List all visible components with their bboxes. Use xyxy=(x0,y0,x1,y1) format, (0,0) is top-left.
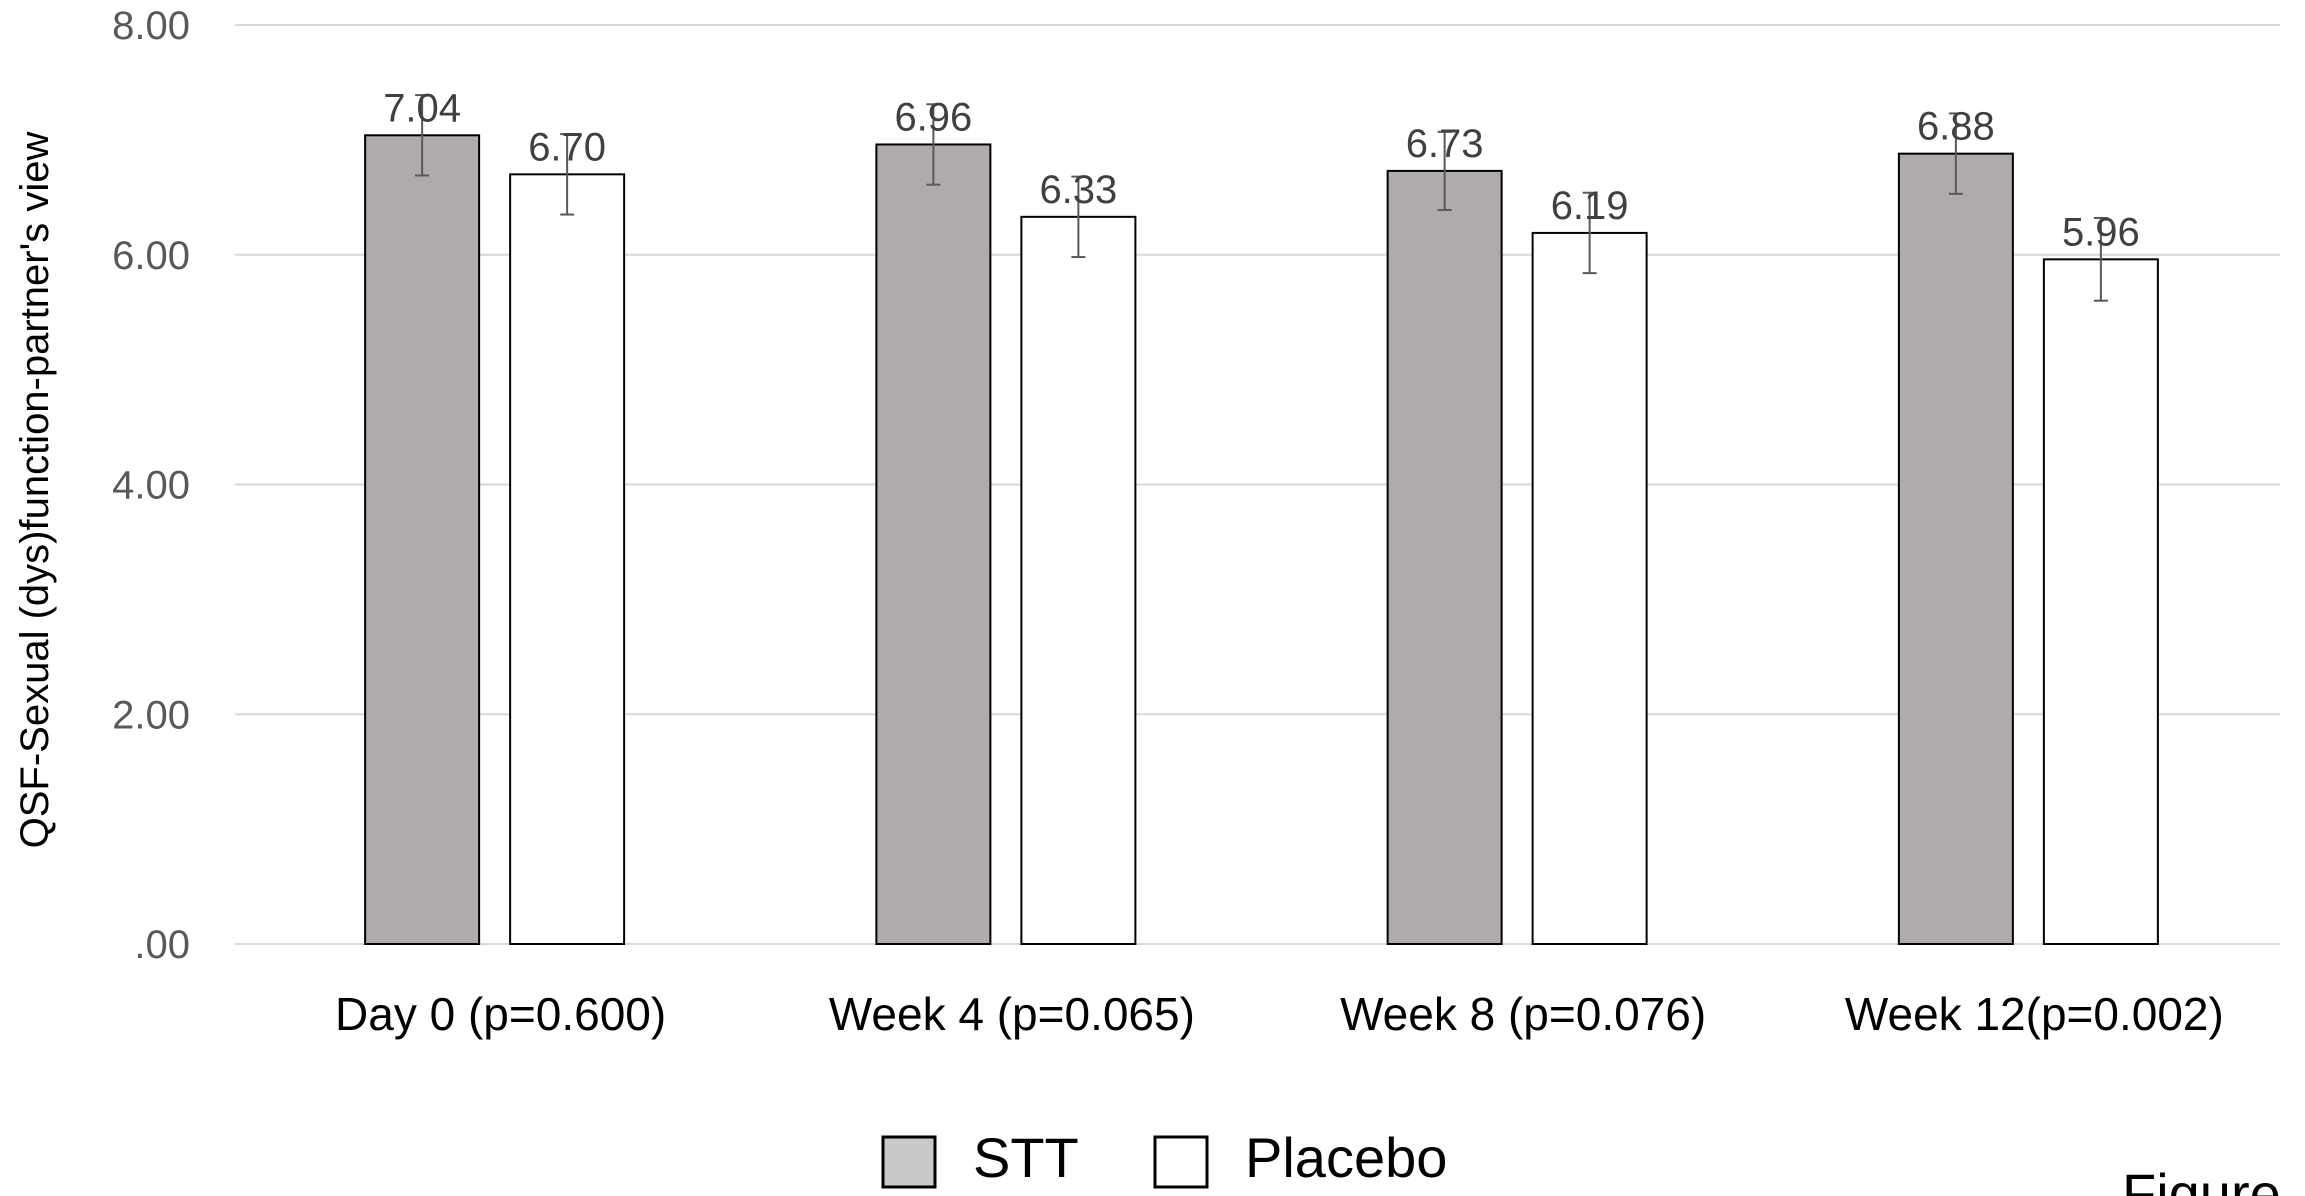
data-label: 7.04 xyxy=(383,86,461,130)
data-label: 6.19 xyxy=(1551,184,1629,228)
y-axis-title: QSF-Sexual (dys)function-partner's view xyxy=(13,132,57,849)
bar-placebo-3 xyxy=(2044,259,2158,944)
legend-swatch-stt xyxy=(883,1137,935,1187)
legend-label-stt: STT xyxy=(973,1126,1079,1189)
corner-text: Figure xyxy=(2122,1162,2281,1196)
x-tick-label: Week 4 (p=0.065) xyxy=(829,988,1195,1040)
y-tick-label: 6.00 xyxy=(112,234,190,278)
bar-placebo-2 xyxy=(1533,233,1647,944)
bar-placebo-0 xyxy=(510,174,624,944)
y-tick-label: .00 xyxy=(134,923,190,967)
value-labels: 7.04 6.70 6.96 6.33 6.73 6.19 6.88 5.96 xyxy=(383,86,2140,254)
y-axis-tick-labels: .00 2.00 4.00 6.00 8.00 xyxy=(112,4,190,967)
data-label: 6.73 xyxy=(1406,122,1484,166)
data-label: 6.88 xyxy=(1917,105,1995,149)
legend-label-placebo: Placebo xyxy=(1245,1126,1447,1189)
bar-stt-1 xyxy=(876,144,990,944)
bar-stt-0 xyxy=(365,135,479,944)
x-axis-category-labels: Day 0 (p=0.600) Week 4 (p=0.065) Week 8 (p… xyxy=(335,988,2224,1040)
bar-stt-2 xyxy=(1388,171,1502,944)
bars xyxy=(365,135,2158,944)
error-bars xyxy=(415,95,2108,301)
data-label: 5.96 xyxy=(2062,210,2140,254)
legend-swatch-placebo xyxy=(1155,1137,1207,1187)
x-tick-label: Day 0 (p=0.600) xyxy=(335,988,666,1040)
bar-placebo-1 xyxy=(1021,217,1135,944)
data-label: 6.70 xyxy=(528,125,606,169)
legend: STT Placebo xyxy=(883,1126,1447,1189)
data-label: 6.96 xyxy=(894,95,972,139)
data-label: 6.33 xyxy=(1039,168,1117,212)
x-tick-label: Week 8 (p=0.076) xyxy=(1340,988,1706,1040)
bar-stt-3 xyxy=(1899,154,2013,944)
y-tick-label: 4.00 xyxy=(112,464,190,508)
x-tick-label: Week 12(p=0.002) xyxy=(1845,988,2224,1040)
y-tick-label: 2.00 xyxy=(112,693,190,737)
y-tick-label: 8.00 xyxy=(112,4,190,48)
